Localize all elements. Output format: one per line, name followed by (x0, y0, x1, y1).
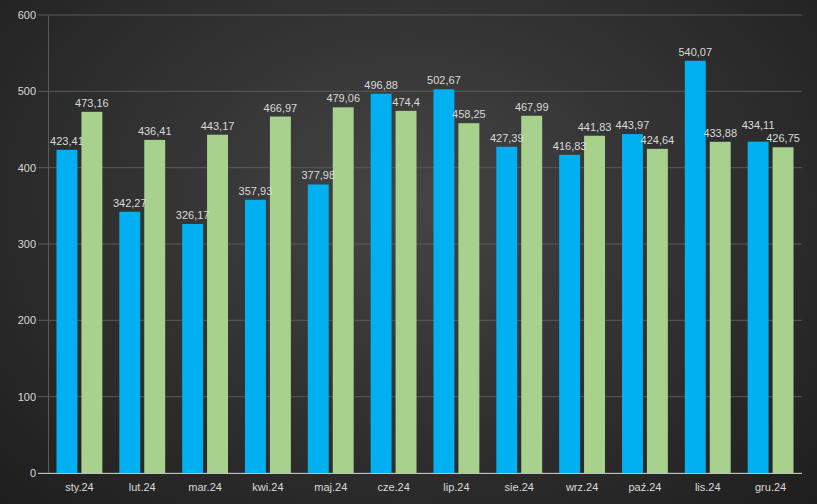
y-tick: 300 (18, 238, 48, 250)
bar (773, 147, 794, 473)
chart: 0 100 200 300 400 500 600 sty.24 lut.24 mar.24 kwi… (0, 0, 817, 504)
x-tick-label: mar.24 (188, 481, 222, 493)
bar (56, 150, 77, 473)
bar (521, 116, 542, 473)
y-tick: 100 (18, 391, 48, 403)
bar (496, 147, 517, 473)
y-axis: 0 100 200 300 400 500 600 (18, 9, 49, 479)
x-tick: lip.24 (443, 473, 469, 493)
x-tick: kwi.24 (252, 473, 283, 493)
x-tick: lut.24 (129, 473, 156, 493)
data-label: 427,39 (490, 132, 524, 144)
x-tick-label: lut.24 (129, 481, 156, 493)
data-label: 436,41 (138, 125, 172, 137)
x-tick-label: kwi.24 (252, 481, 283, 493)
x-tick: mar.24 (188, 473, 222, 493)
data-label: 474,4 (392, 96, 420, 108)
bar (710, 142, 731, 473)
bar (333, 107, 354, 473)
data-label: 443,97 (616, 119, 650, 131)
bar (81, 112, 102, 473)
x-tick-label: gru.24 (755, 481, 786, 493)
bar (622, 134, 643, 473)
data-label: 424,64 (641, 134, 675, 146)
data-label: 458,25 (452, 108, 486, 120)
y-tick: 400 (18, 162, 48, 174)
grid (38, 15, 802, 473)
bar (144, 140, 165, 473)
data-label: 540,07 (678, 46, 712, 58)
bar (308, 184, 329, 473)
y-tick: 600 (18, 9, 48, 21)
data-label: 496,88 (364, 79, 398, 91)
bar (396, 111, 417, 473)
x-tick-label: lis.24 (695, 481, 721, 493)
data-label: 416,83 (553, 140, 587, 152)
bar (207, 135, 228, 473)
y-tick-label: 0 (30, 467, 36, 479)
x-tick: cze.24 (377, 473, 409, 493)
y-tick-label: 600 (18, 9, 36, 21)
y-tick: 200 (18, 314, 48, 326)
bar (647, 149, 668, 473)
x-tick-label: cze.24 (377, 481, 409, 493)
bar-series (56, 61, 768, 473)
x-tick-label: sty.24 (65, 481, 94, 493)
grid-line (38, 15, 802, 16)
data-label: 443,17 (201, 120, 235, 132)
bar (182, 224, 203, 473)
y-tick-label: 100 (18, 391, 36, 403)
bar (584, 136, 605, 473)
data-label: 426,75 (766, 132, 800, 144)
data-label: 466,97 (264, 102, 298, 114)
y-tick-label: 200 (18, 314, 36, 326)
data-label: 377,98 (301, 169, 335, 181)
bar (371, 94, 392, 473)
bars (56, 61, 793, 473)
x-tick: sty.24 (65, 473, 94, 493)
data-labels: 423,41 342,27 326,17 357,93 377,98 496,88 502,… (50, 46, 800, 221)
x-tick: paź.24 (628, 473, 661, 493)
x-tick: lis.24 (695, 473, 721, 493)
bar (245, 200, 266, 473)
data-label: 434,11 (742, 119, 775, 131)
data-label: 326,17 (176, 209, 210, 221)
data-label: 479,06 (326, 92, 360, 104)
x-tick: sie.24 (505, 473, 534, 493)
data-label: 357,93 (239, 185, 273, 197)
bar (119, 212, 140, 473)
x-tick-label: maj.24 (314, 481, 347, 493)
x-axis: sty.24 lut.24 mar.24 kwi.24 maj.24 cze.24 lip.… (38, 473, 802, 493)
x-tick: gru.24 (755, 473, 786, 493)
x-tick: wrz.24 (565, 473, 598, 493)
bar (433, 89, 454, 473)
data-label: 473,16 (75, 97, 109, 109)
data-label: 423,41 (50, 135, 84, 147)
data-label: 342,27 (113, 197, 147, 209)
y-tick-label: 300 (18, 238, 36, 250)
data-label: 502,67 (427, 74, 461, 86)
bar (559, 155, 580, 473)
x-tick-label: lip.24 (443, 481, 469, 493)
x-tick-label: paź.24 (628, 481, 661, 493)
y-tick-label: 500 (18, 85, 36, 97)
y-tick: 500 (18, 85, 48, 97)
x-tick-label: sie.24 (505, 481, 534, 493)
y-axis-line (48, 16, 49, 474)
bar-series (81, 107, 793, 473)
data-label: 467,99 (515, 101, 549, 113)
data-label: 441,83 (578, 121, 612, 133)
x-tick-label: wrz.24 (565, 481, 598, 493)
x-axis-line (38, 473, 802, 474)
y-tick-label: 400 (18, 162, 36, 174)
bar (458, 123, 479, 473)
bar (270, 117, 291, 473)
x-tick: maj.24 (314, 473, 347, 493)
bar (685, 61, 706, 473)
data-label: 433,88 (703, 127, 737, 139)
bar (748, 142, 769, 473)
